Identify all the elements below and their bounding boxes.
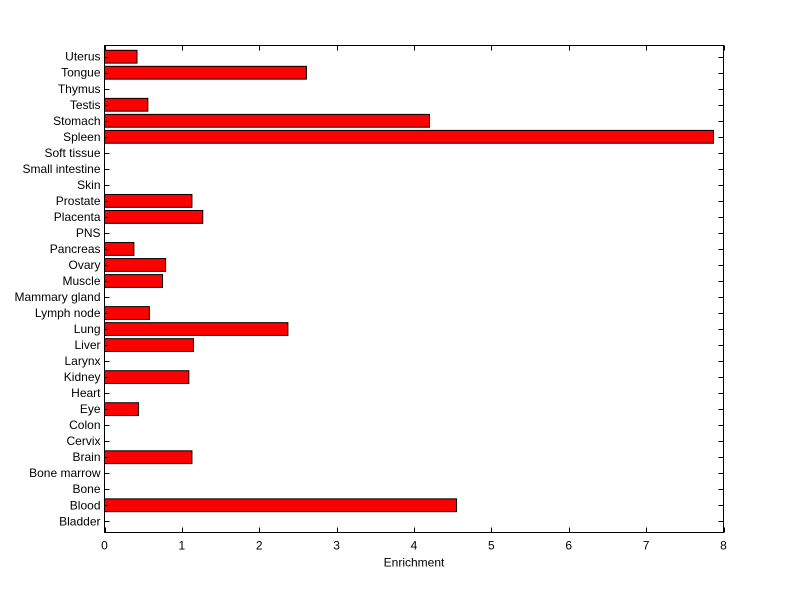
y-tick-label-lung: Lung: [74, 322, 101, 336]
x-tick-label: 5: [488, 539, 495, 553]
y-tick-label-lymph-node: Lymph node: [35, 306, 101, 320]
y-tick-label-tongue: Tongue: [61, 66, 101, 80]
bar-kidney: [104, 370, 190, 385]
y-tick-label-mammary-gland: Mammary gland: [14, 290, 100, 304]
y-tick-label-testis: Testis: [70, 98, 101, 112]
y-tick-label-stomach: Stomach: [53, 114, 100, 128]
x-tick-label: 8: [720, 539, 727, 553]
y-tick-label-ovary: Ovary: [68, 258, 100, 272]
bar-testis: [104, 97, 149, 112]
y-tick-label-thymus: Thymus: [58, 82, 101, 96]
bar-blood: [104, 498, 458, 513]
y-tick-label-eye: Eye: [80, 402, 101, 416]
y-tick-label-bladder: Bladder: [59, 514, 100, 528]
bar-lymph-node: [104, 306, 150, 320]
bar-lung: [104, 322, 289, 336]
x-tick-label: 3: [333, 539, 340, 553]
y-tick-label-skin: Skin: [77, 178, 100, 192]
y-tick-label-small-intestine: Small intestine: [22, 162, 100, 176]
y-tick-label-kidney: Kidney: [64, 370, 101, 384]
y-tick-label-larynx: Larynx: [64, 354, 100, 368]
y-tick-label-blood: Blood: [70, 498, 101, 512]
bar-liver: [104, 338, 194, 352]
x-tick-label: 0: [101, 539, 108, 553]
bar-pancreas: [104, 242, 135, 256]
x-tick-label: 6: [565, 539, 572, 553]
x-tick-label: 7: [643, 539, 650, 553]
y-tick-label-bone-marrow: Bone marrow: [29, 466, 101, 480]
bar-ovary: [104, 258, 167, 272]
ticks-group: [104, 45, 725, 533]
bar-stomach: [104, 113, 430, 128]
bar-eye: [104, 402, 140, 417]
y-tick-label-liver: Liver: [74, 338, 100, 352]
y-tick-label-bone: Bone: [72, 482, 100, 496]
y-tick-label-cervix: Cervix: [66, 434, 100, 448]
bar-spleen: [104, 129, 714, 144]
bars-group: [104, 49, 714, 513]
y-tick-label-heart: Heart: [71, 386, 101, 400]
y-tick-label-soft-tissue: Soft tissue: [44, 146, 100, 160]
bar-brain: [104, 450, 193, 465]
x-tick-labels: 0 1 2 3 4 5 6 7 8: [101, 539, 727, 553]
x-tick-label: 4: [411, 539, 418, 553]
y-tick-label-uterus: Uterus: [65, 50, 100, 64]
y-tick-label-pancreas: Pancreas: [50, 242, 101, 256]
y-tick-labels: Bladder Blood Bone Bone marrow Brain Cervix Co…: [14, 50, 101, 529]
y-tick-label-brain: Brain: [72, 450, 100, 464]
y-tick-label-prostate: Prostate: [56, 194, 101, 208]
y-tick-label-placenta: Placenta: [54, 210, 101, 224]
bar-placenta: [104, 210, 204, 224]
bar-uterus: [104, 49, 138, 64]
x-axis-label: Enrichment: [384, 556, 445, 570]
y-tick-label-muscle: Muscle: [62, 274, 100, 288]
y-tick-label-colon: Colon: [69, 418, 100, 432]
x-tick-label: 1: [179, 539, 186, 553]
y-tick-label-spleen: Spleen: [63, 130, 100, 144]
x-tick-label: 2: [256, 539, 263, 553]
bar-muscle: [104, 274, 164, 288]
bar-tongue: [104, 65, 307, 80]
bar-prostate: [104, 193, 193, 208]
y-tick-label-pns: PNS: [76, 226, 101, 240]
